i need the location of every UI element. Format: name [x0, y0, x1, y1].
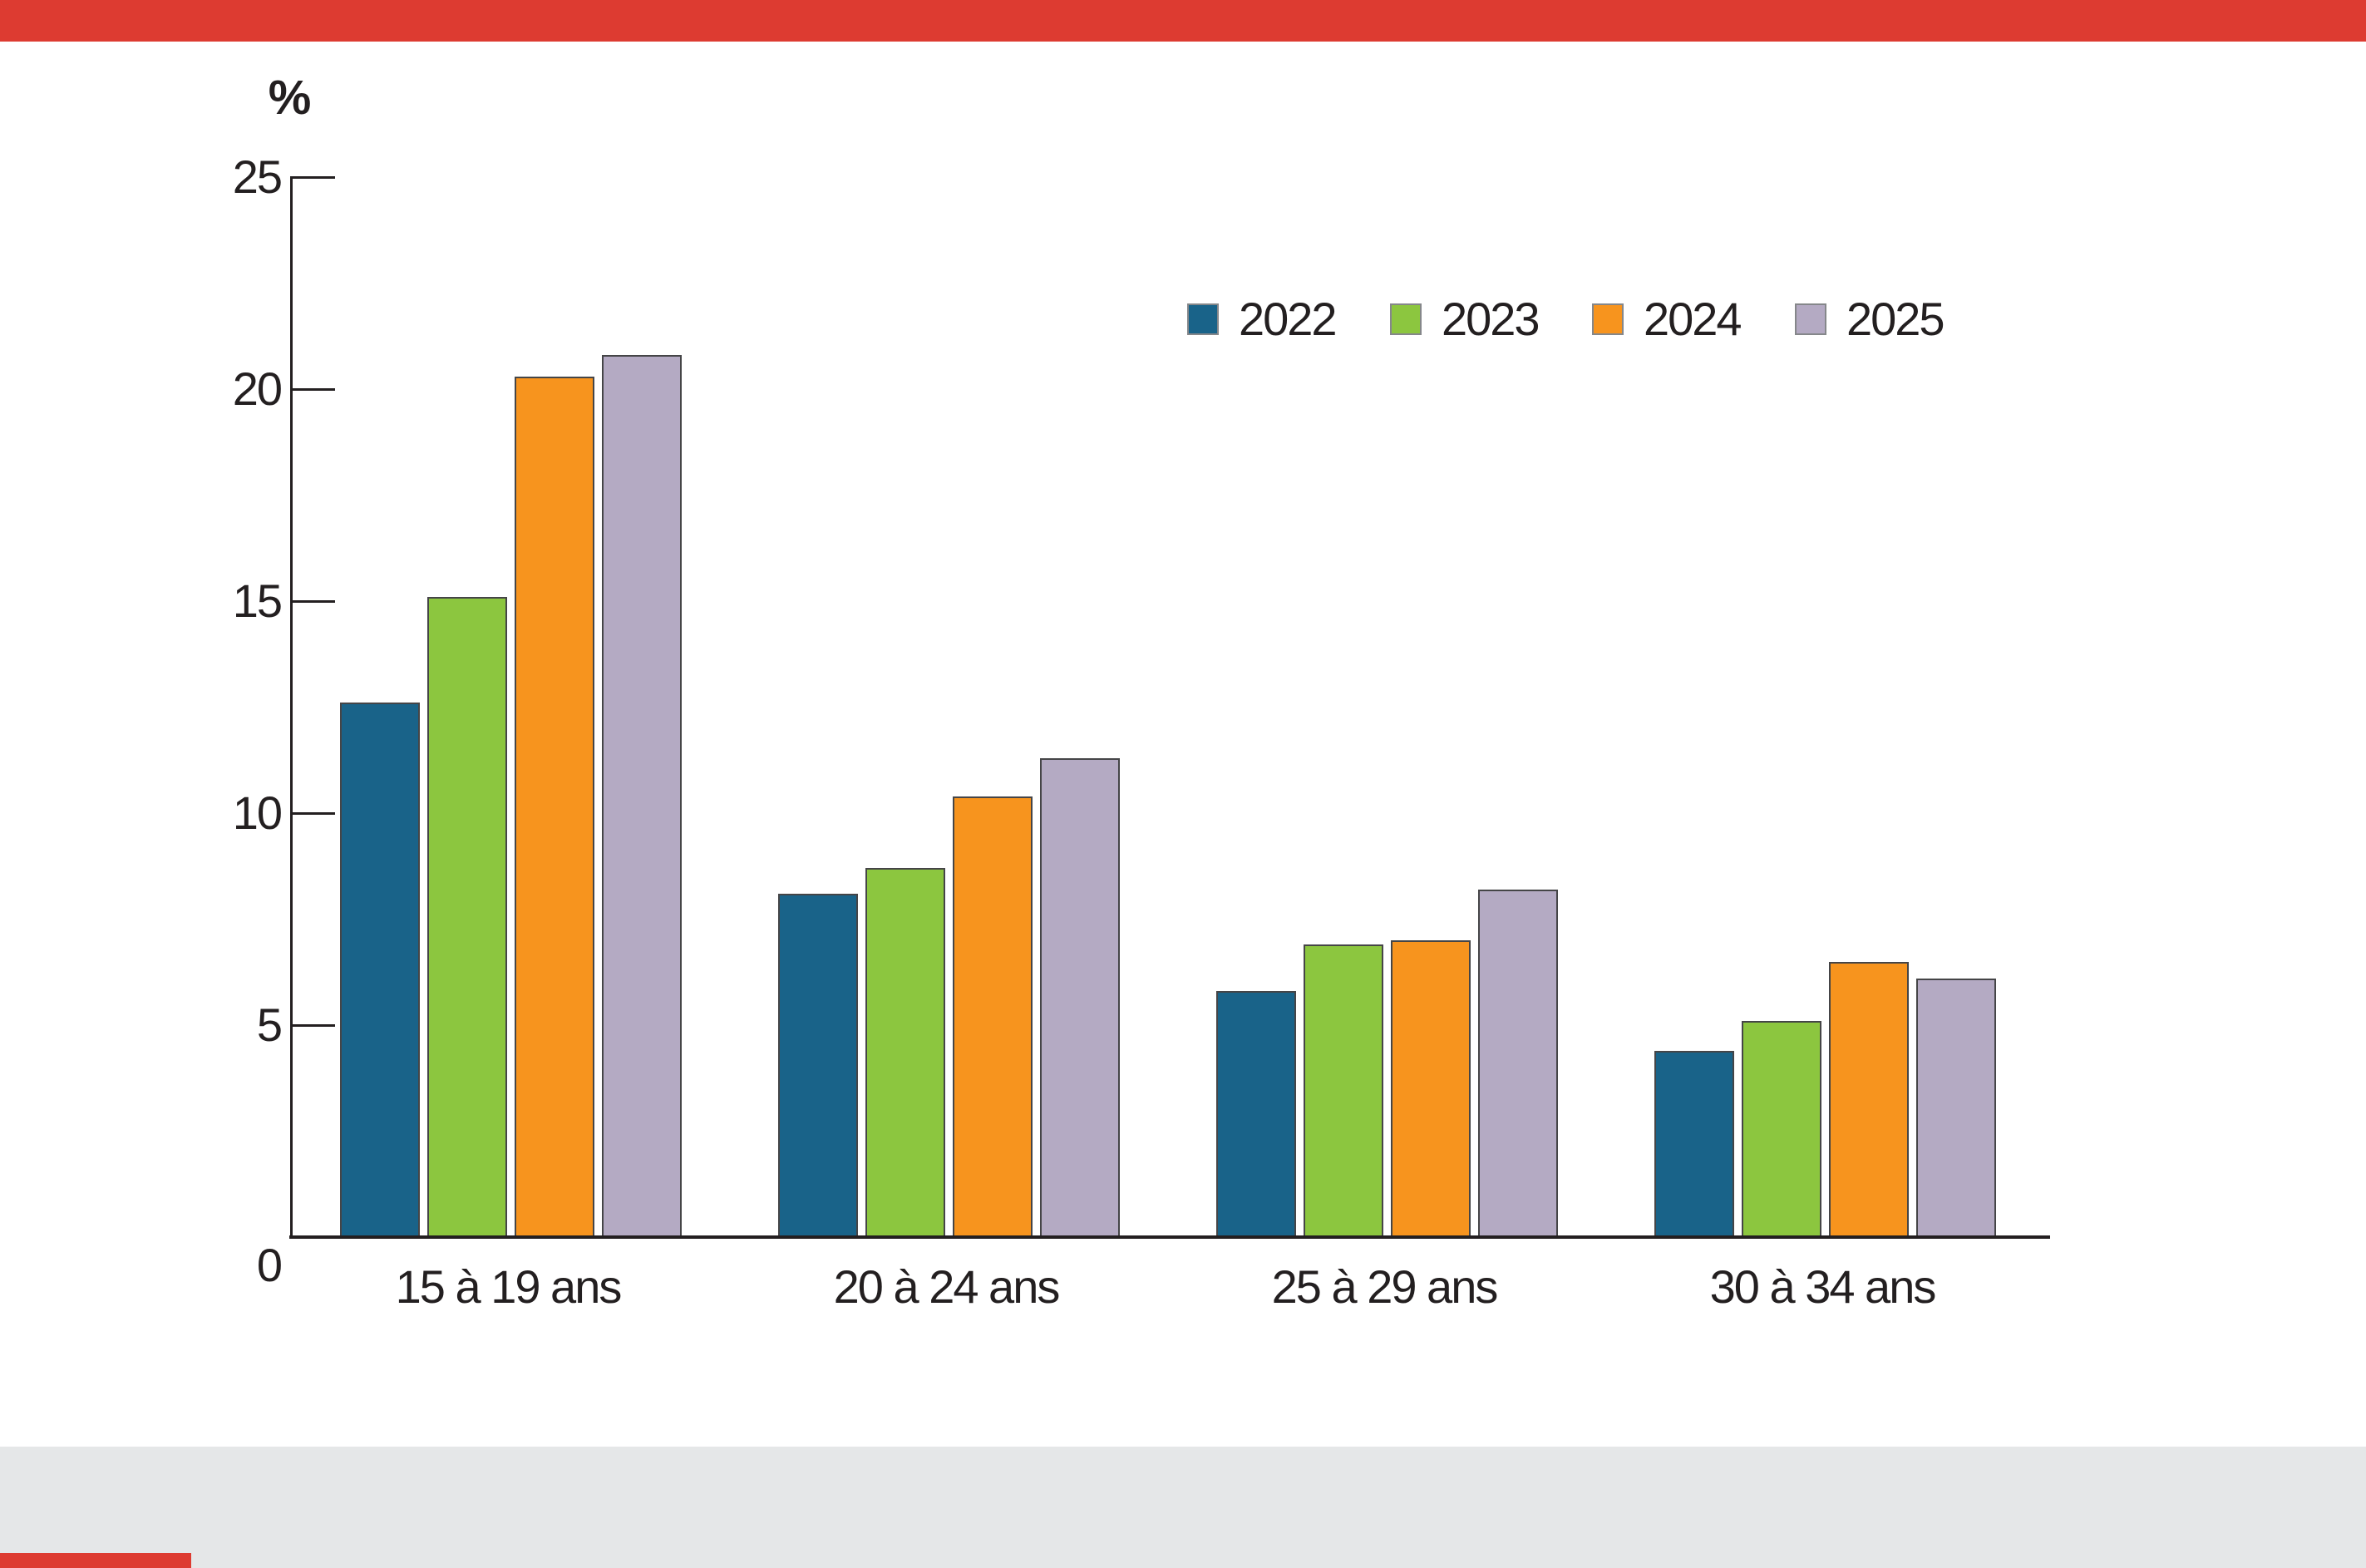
y-tick-label: 5 — [256, 998, 283, 1051]
bar-2023-30-à-34-ans — [1742, 1020, 1821, 1237]
category-label: 30 à 34 ans — [1709, 1260, 1937, 1313]
bottom-left-accent-bar — [0, 1553, 191, 1568]
bar-2024-25-à-29-ans — [1391, 940, 1471, 1237]
bar-2022-15-à-19-ans — [340, 703, 420, 1237]
bar-2023-25-à-29-ans — [1304, 944, 1383, 1237]
category-label: 25 à 29 ans — [1271, 1260, 1499, 1313]
source-footer-band: Source(s) :Enquête sur la population act… — [0, 1447, 2366, 1568]
y-tick — [292, 388, 335, 391]
legend-swatch-2023 — [1390, 303, 1422, 335]
legend-swatch-2024 — [1592, 303, 1624, 335]
legend-label: 2025 — [1846, 293, 1945, 345]
legend-item-2025: 2025 — [1795, 293, 1945, 345]
category-label: 20 à 24 ans — [833, 1260, 1061, 1313]
bar-2024-15-à-19-ans — [515, 376, 594, 1237]
y-tick-label: 25 — [232, 150, 283, 203]
y-tick — [292, 176, 335, 179]
bar-2025-25-à-29-ans — [1478, 889, 1558, 1237]
bar-2023-15-à-19-ans — [427, 596, 507, 1237]
y-axis-unit-label: % — [268, 71, 312, 125]
legend-item-2022: 2022 — [1187, 293, 1338, 345]
legend-swatch-2022 — [1187, 303, 1219, 335]
bar-2022-30-à-34-ans — [1654, 1050, 1734, 1237]
legend-item-2024: 2024 — [1592, 293, 1742, 345]
bar-2025-15-à-19-ans — [602, 355, 682, 1237]
y-tick-label: 10 — [232, 786, 283, 839]
y-tick-label: 20 — [232, 362, 283, 415]
top-accent-bar — [0, 0, 2366, 42]
bar-2023-20-à-24-ans — [865, 868, 945, 1237]
bar-2022-25-à-29-ans — [1216, 991, 1296, 1237]
bar-2024-20-à-24-ans — [953, 796, 1033, 1237]
x-axis-line — [289, 1235, 2050, 1239]
y-tick — [292, 600, 335, 603]
y-tick — [292, 812, 335, 815]
legend-item-2023: 2023 — [1390, 293, 1540, 345]
y-tick-label: 15 — [232, 574, 283, 627]
bar-2025-20-à-24-ans — [1040, 757, 1120, 1237]
y-tick-label: 0 — [256, 1239, 283, 1291]
y-axis-line — [290, 176, 293, 1237]
y-tick — [292, 1024, 335, 1027]
legend-swatch-2025 — [1795, 303, 1826, 335]
legend-label: 2024 — [1644, 293, 1742, 345]
bar-2024-30-à-34-ans — [1829, 961, 1909, 1237]
bar-2022-20-à-24-ans — [778, 893, 858, 1237]
category-label: 15 à 19 ans — [395, 1260, 623, 1313]
legend-label: 2022 — [1239, 293, 1338, 345]
bar-2025-30-à-34-ans — [1916, 978, 1996, 1237]
legend-label: 2023 — [1442, 293, 1540, 345]
